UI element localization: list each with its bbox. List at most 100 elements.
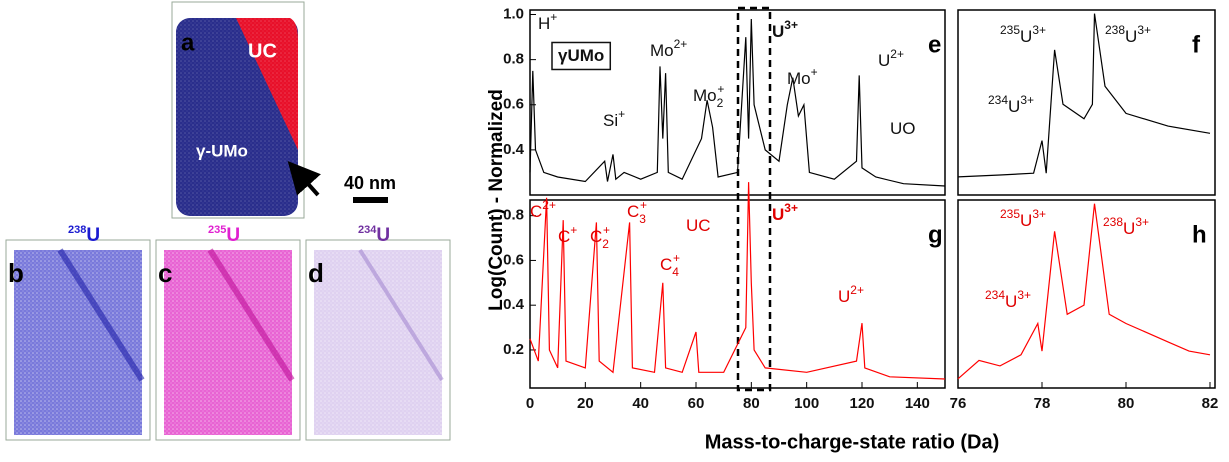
annotation-base: C — [530, 202, 542, 221]
annotation-sup: + — [717, 82, 724, 96]
y-tick-label: 0.2 — [503, 341, 524, 358]
annotation-base: U — [1020, 211, 1032, 230]
x-tick-label: 80 — [743, 395, 760, 412]
plot-frame — [529, 199, 946, 389]
annotation-mass: 235 — [1000, 23, 1020, 37]
annotation: γUMo — [558, 46, 604, 65]
annotation-sup: + — [618, 107, 625, 121]
symbol: U — [86, 225, 100, 246]
x-tick-label: 120 — [849, 395, 874, 412]
annotation-base: U — [838, 287, 850, 306]
x-tick-label: 20 — [577, 395, 594, 412]
x-tick-label: 82 — [1202, 395, 1219, 412]
annotation-base: U — [1005, 292, 1017, 311]
x-tick-label: 40 — [632, 395, 649, 412]
annotation: U2+ — [838, 283, 864, 306]
annotation-base: UO — [890, 119, 916, 138]
annotation-sub: 2 — [717, 96, 724, 110]
annotation-sup: + — [550, 10, 557, 24]
panel-label: b — [8, 258, 24, 288]
annotation-sup: + — [811, 65, 818, 79]
annotation: 235U3+ — [1000, 207, 1046, 230]
panel-label: a — [181, 29, 195, 56]
isotope-label: 235U — [208, 224, 240, 246]
panel-label: h — [1192, 221, 1207, 248]
annotation-base: Mo — [650, 41, 674, 60]
annotation-base: Si — [603, 111, 618, 130]
annotation-base: H — [538, 14, 550, 33]
isotope-label: 234U — [358, 224, 390, 246]
annotation-base: U — [1125, 27, 1137, 46]
mass: 238 — [68, 224, 86, 236]
y-axis-label: Log(Count) - Normalized — [486, 89, 507, 311]
annotation-sup: 3+ — [1137, 23, 1151, 37]
annotation-sub: 2 — [602, 237, 609, 251]
label: UC — [248, 40, 277, 62]
label: γ-UMo — [196, 141, 248, 160]
x-axis-label: Mass-to-charge-state ratio (Da) — [705, 431, 1000, 453]
scale-label: 40 nm — [344, 173, 396, 193]
annotation-base: U — [878, 51, 890, 70]
annotation: Si+ — [603, 107, 625, 130]
arrow — [287, 161, 321, 197]
annotation-sup: 3+ — [1032, 23, 1046, 37]
annotation-base: Mo — [693, 86, 717, 105]
annotation-sup: 3+ — [1020, 93, 1034, 107]
x-tick-label: 140 — [905, 395, 930, 412]
mass: 234 — [358, 224, 377, 236]
annotation-sup: 2+ — [850, 283, 864, 297]
plot-frame — [957, 199, 1216, 389]
plot-frame — [529, 9, 946, 196]
annotation-base: U — [1123, 219, 1135, 238]
spectrum — [957, 13, 1211, 178]
annotation-sup: 2+ — [674, 37, 688, 51]
annotation-sup: 2+ — [542, 198, 556, 212]
y-tick-label: 0.4 — [503, 296, 525, 313]
annotation-mass: 235 — [1000, 207, 1020, 221]
annotation: H+ — [538, 10, 557, 33]
annotation: UC — [686, 216, 711, 235]
annotation-mass: 238 — [1105, 23, 1125, 37]
reconstruction-c — [155, 239, 301, 441]
annotation: C2+ — [590, 223, 610, 251]
reconstruction-b — [5, 239, 151, 441]
annotation-sup: + — [570, 223, 577, 237]
reconstruction-a — [171, 1, 305, 219]
annotation: U3+ — [772, 18, 798, 41]
annotation-sup: + — [673, 251, 680, 265]
y-tick-label: 1.0 — [503, 5, 524, 22]
annotation-base: C — [590, 227, 602, 246]
annotation: Mo2+ — [650, 37, 687, 60]
spectrum — [957, 203, 1211, 380]
isotope-label: 238U — [68, 224, 100, 246]
spectrum — [529, 18, 946, 187]
panel-label: e — [928, 31, 941, 58]
annotation: 238U3+ — [1105, 23, 1151, 46]
annotation-sup: 3+ — [1135, 215, 1149, 229]
annotation: Mo+ — [787, 65, 818, 88]
symbol: U — [376, 225, 390, 246]
annotation-sup: 3+ — [784, 201, 798, 215]
annotation-base: γUMo — [558, 46, 604, 65]
y-tick-label: 0.6 — [503, 96, 524, 113]
annotation-mass: 234 — [988, 93, 1008, 107]
annotation-sup: 3+ — [784, 18, 798, 32]
zoom-window — [736, 6, 772, 392]
annotation-base: Mo — [787, 69, 811, 88]
annotation: U2+ — [878, 47, 904, 70]
annotation-base: C — [660, 255, 672, 274]
annotation-box — [551, 41, 612, 71]
y-tick-label: 0.8 — [503, 207, 524, 224]
annotation-sup: 2+ — [890, 47, 904, 61]
annotation-sup: 3+ — [1032, 207, 1046, 221]
annotation: UO — [890, 119, 916, 138]
panel-label: d — [308, 258, 324, 288]
annotation-base: UC — [686, 216, 711, 235]
reconstruction-d — [305, 239, 451, 441]
y-tick-label: 0.8 — [503, 51, 524, 68]
x-tick-label: 0 — [526, 395, 534, 412]
annotation: U3+ — [772, 201, 798, 224]
y-tick-label: 0.6 — [503, 251, 524, 268]
annotation-base: U — [772, 205, 784, 224]
